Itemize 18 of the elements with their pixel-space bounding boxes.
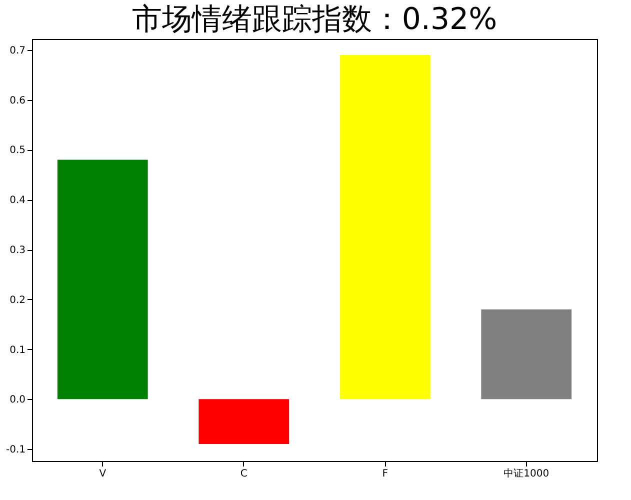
y-tick-label: 0.3 bbox=[10, 245, 26, 256]
bar bbox=[340, 54, 430, 400]
y-tick-label: 0.0 bbox=[10, 394, 26, 406]
bar bbox=[481, 309, 572, 400]
bar bbox=[198, 399, 290, 444]
chart-title: 市场情绪跟踪指数：0.32% bbox=[132, 2, 498, 37]
x-tick-label: C bbox=[240, 468, 248, 480]
x-tick-label: 中证1000 bbox=[504, 468, 550, 480]
x-tick-label: V bbox=[99, 468, 106, 480]
y-tick-label: 0.1 bbox=[10, 344, 26, 356]
y-tick-label: 0.4 bbox=[10, 195, 26, 206]
y-tick-label: -0.1 bbox=[6, 444, 26, 456]
y-tick-label: 0.6 bbox=[10, 95, 26, 106]
y-tick-label: 0.7 bbox=[10, 45, 26, 56]
x-tick-label: F bbox=[382, 468, 388, 480]
y-tick-label: 0.5 bbox=[10, 145, 26, 156]
bar bbox=[57, 160, 148, 400]
y-tick-label: 0.2 bbox=[10, 294, 26, 306]
